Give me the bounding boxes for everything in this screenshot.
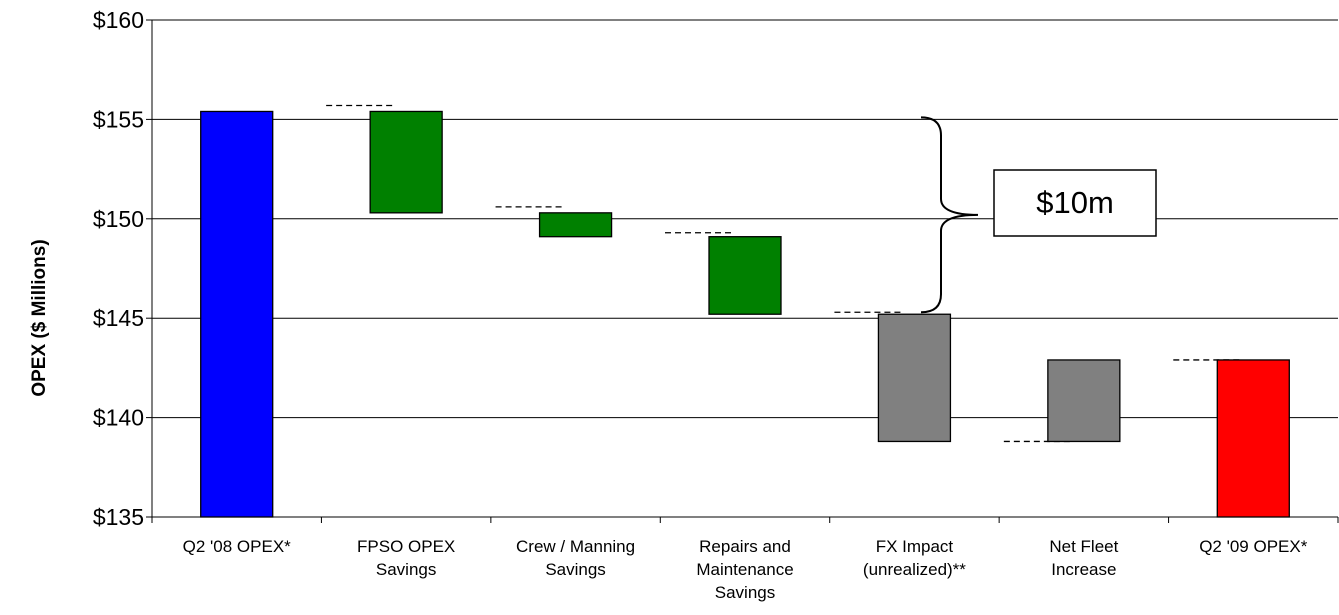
y-tick-label: $135	[93, 504, 144, 530]
x-category-label: Repairs and Maintenance Savings	[696, 537, 793, 602]
change-bar	[1047, 359, 1121, 443]
change-bar	[708, 236, 782, 315]
x-category-labels: Q2 '08 OPEX* FPSO OPEX Savings Crew / Manni…	[183, 537, 1308, 602]
change-bar	[538, 212, 613, 238]
total-bar	[1216, 359, 1290, 518]
total-bar	[200, 110, 274, 518]
y-tick-label: $140	[93, 405, 144, 431]
callout-box	[993, 169, 1157, 237]
x-category-label: FX Impact (unrealized)**	[863, 537, 966, 579]
y-tick-labels: $135 $140 $145 $150 $155 $160	[93, 7, 144, 530]
x-category-label: Q2 '09 OPEX*	[1199, 537, 1308, 556]
y-tick-label: $160	[93, 7, 144, 33]
axes	[151, 20, 1339, 523]
annotation: $10m	[920, 116, 1157, 314]
grid-lines	[146, 19, 1338, 518]
callout-text: $10m	[1036, 185, 1114, 220]
change-bar	[369, 110, 443, 214]
y-tick-label: $150	[93, 206, 144, 232]
y-axis-label: OPEX ($ Millions)	[29, 239, 50, 396]
x-category-label: FPSO OPEX Savings	[357, 537, 455, 579]
y-tick-label: $155	[93, 106, 144, 132]
y-tick-label: $145	[93, 305, 144, 331]
brace	[920, 116, 979, 314]
x-category-label: Q2 '08 OPEX*	[183, 537, 292, 556]
bars	[200, 110, 1290, 518]
change-bar	[877, 313, 952, 443]
connector-lines	[326, 104, 1242, 443]
x-category-label: Net Fleet Increase	[1049, 537, 1118, 579]
x-category-label: Crew / Manning Savings	[516, 537, 635, 579]
